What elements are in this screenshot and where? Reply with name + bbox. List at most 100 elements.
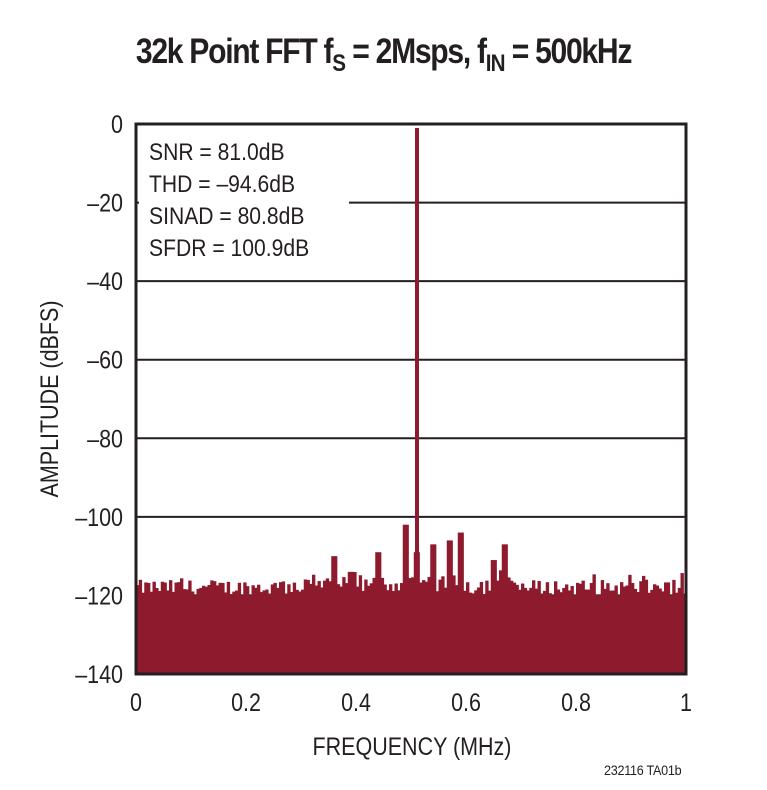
x-tick-label: 0.8 [561, 688, 591, 716]
spectrum-bin [138, 579, 143, 674]
spectrum-bin [625, 585, 629, 674]
spectrum-bin [259, 592, 264, 674]
spectrum-bin [328, 581, 332, 674]
spectrum-bin [455, 585, 459, 674]
spectrum-bin [257, 584, 261, 674]
y-tick-label: 0 [111, 110, 123, 138]
spectrum-bin [342, 577, 346, 674]
spectrum-bin [622, 586, 627, 674]
chart-title: 32k Point FFT fS = 2Msps, fIN = 500kHz [54, 32, 714, 78]
spectrum-bin [290, 591, 294, 674]
spectrum-bin [144, 582, 148, 674]
spectrum-bin [661, 591, 665, 674]
spectrum-bin [226, 581, 231, 674]
spectrum-bin [603, 588, 607, 674]
spectrum-bin [523, 587, 528, 674]
spectrum-bin [430, 544, 434, 674]
spectrum-bin [565, 584, 569, 674]
spectrum-bin [350, 571, 354, 674]
spectrum-bin [551, 595, 555, 674]
spectrum-bin [243, 582, 247, 674]
spectrum-bin [496, 580, 500, 674]
title-part: = 2Msps, f [345, 32, 487, 71]
spectrum-bin [581, 580, 585, 674]
spectrum-bin [433, 544, 437, 674]
spectrum-bin [312, 574, 316, 674]
spectrum-bin [334, 556, 338, 674]
spectrum-bin [422, 580, 426, 674]
spectrum-bin [573, 594, 577, 674]
spectrum-bin [532, 580, 536, 674]
spectrum-bin [655, 585, 660, 674]
spectrum-bin [301, 589, 305, 674]
y-axis-label: AMPLITUDE (dBFS) [35, 301, 63, 498]
spectrum-bin [402, 524, 407, 674]
spectrum-bin [254, 587, 258, 674]
spectrum-bin [543, 590, 547, 674]
spectrum-bin [677, 587, 682, 674]
spectrum-bin [490, 560, 495, 674]
spectrum-bin [521, 583, 525, 674]
spectrum-bin [545, 582, 550, 674]
spectrum-bin [537, 581, 541, 674]
y-tick-label: –20 [87, 189, 123, 217]
spectrum-bin [589, 583, 594, 674]
annotation-line: SFDR = 100.9dB [149, 235, 309, 262]
spectrum-bin [584, 589, 588, 674]
spectrum-bin [504, 544, 508, 674]
spectrum-bin [570, 586, 574, 674]
spectrum-bin [452, 575, 456, 674]
spectrum-bin [367, 585, 371, 674]
spectrum-bin [512, 582, 517, 674]
spectrum-bin [444, 587, 448, 674]
spectrum-bin [163, 582, 167, 674]
title-subscript-in: IN [485, 50, 506, 77]
spectrum-bin [595, 595, 599, 674]
y-tick-label: –60 [87, 346, 123, 374]
spectrum-bin [562, 587, 566, 674]
spectrum-bin [471, 593, 475, 674]
spectrum-bin [567, 590, 572, 674]
spectrum-bin [345, 583, 349, 674]
spectrum-bin [353, 571, 357, 674]
spectrum-bin [141, 592, 145, 674]
spectrum-bin [268, 593, 272, 674]
spectrum-bin [251, 585, 255, 674]
spectrum-bin [237, 582, 242, 674]
spectrum-bin [160, 581, 165, 674]
spectrum-bin [391, 591, 396, 674]
spectrum-bin [631, 583, 635, 674]
spectrum-bin [576, 582, 580, 674]
spectrum-bin [281, 581, 286, 674]
spectrum-bin [664, 582, 668, 674]
spectrum-bin [182, 589, 187, 674]
spectrum-bin [306, 579, 310, 674]
spectrum-bin [493, 560, 497, 674]
spectrum-bin [136, 585, 140, 674]
spectrum-bin [419, 582, 423, 674]
spectrum-bin [463, 590, 467, 674]
spectrum-bin [207, 584, 211, 674]
spectrum-bin [309, 583, 313, 674]
y-tick-label: –120 [75, 582, 123, 610]
spectrum-bin [477, 587, 481, 674]
spectrum-bin [650, 589, 654, 674]
spectrum-bin [457, 532, 462, 674]
spectrum-bin [356, 586, 360, 674]
spectrum-bin [479, 581, 484, 674]
spectrum-bin [378, 552, 382, 674]
spectrum-bin [386, 590, 390, 674]
spectrum-bin [303, 579, 308, 674]
spectrum-bin [265, 589, 269, 674]
spectrum-bin [279, 582, 283, 674]
spectrum-bin [372, 577, 376, 674]
spectrum-bin [394, 583, 398, 674]
x-tick-label: 0.4 [341, 688, 371, 716]
spectrum-bin [177, 582, 181, 674]
spectrum-bin [383, 584, 387, 674]
spectrum-bin [248, 595, 253, 674]
spectrum-bin [361, 590, 365, 674]
annotation-line: SINAD = 80.8dB [149, 203, 304, 230]
spectrum-bin [666, 582, 671, 674]
spectrum-bin [193, 595, 198, 674]
